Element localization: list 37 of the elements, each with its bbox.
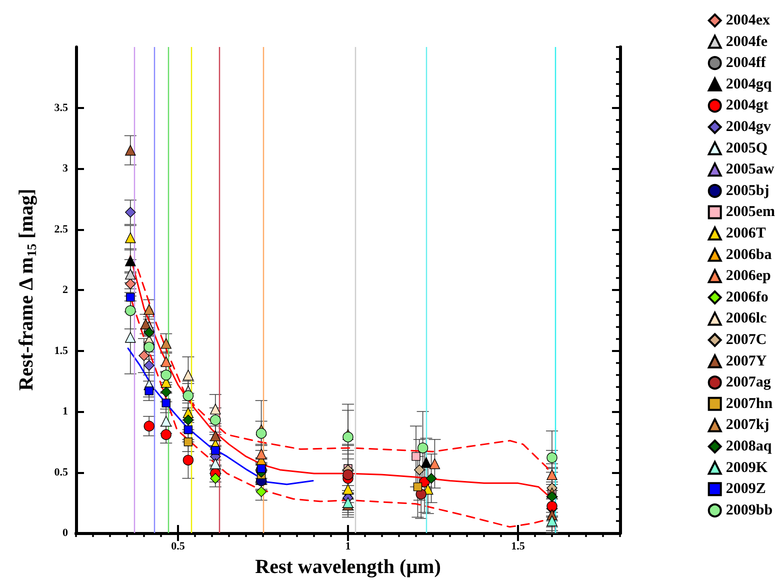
y-tick-label: 0.5: [54, 466, 68, 478]
legend-label: 2009bb: [726, 502, 773, 518]
legend-label: 2005em: [726, 204, 776, 220]
legend-label: 2007C: [726, 332, 767, 348]
y-tick-label: 1.5: [54, 344, 68, 357]
y-tick-label: 1: [62, 406, 68, 418]
x-tick-label: 1: [345, 540, 351, 552]
legend-label: 2004gq: [726, 76, 772, 92]
y-axis-title: Rest-frame Δ m15 [mag]: [16, 188, 39, 391]
legend-label: 2008aq: [726, 438, 772, 454]
y-tick-label: 3.5: [54, 102, 68, 114]
legend-label: 2007ag: [726, 374, 772, 391]
legend-label: 2006lc: [726, 310, 768, 327]
x-tick-label: 0.5: [171, 540, 186, 552]
legend-label: 2005aw: [726, 162, 774, 178]
y-tick-label: 2.5: [54, 223, 68, 236]
legend-label: 2007kj: [726, 417, 770, 434]
legend-label: 2006ep: [726, 268, 771, 284]
legend-label: 2006T: [726, 226, 766, 242]
legend-label: 2005Q: [726, 140, 768, 156]
legend-label: 2009K: [726, 460, 768, 476]
y-tick-label: 0: [62, 527, 68, 539]
legend-label: 2007Y: [726, 353, 767, 370]
legend-label: 2007hn: [726, 396, 774, 412]
legend-label: 2004gv: [726, 119, 772, 135]
y-tick-label: 3: [62, 162, 68, 174]
legend-label: 2009Z: [726, 481, 766, 498]
legend-label: 2004fe: [726, 34, 768, 50]
legend-label: 2006fo: [726, 289, 768, 306]
y-tick-label: 2: [62, 284, 68, 296]
x-axis-title: Rest wavelength (μm): [255, 556, 441, 578]
legend-label: 2005bj: [726, 182, 770, 199]
x-tick-label: 1.5: [511, 540, 526, 552]
legend-label: 2004gt: [726, 98, 768, 114]
legend-label: 2004ff: [726, 55, 767, 72]
legend-label: 2006ba: [726, 246, 772, 263]
legend-label: 2004ex: [726, 12, 771, 28]
